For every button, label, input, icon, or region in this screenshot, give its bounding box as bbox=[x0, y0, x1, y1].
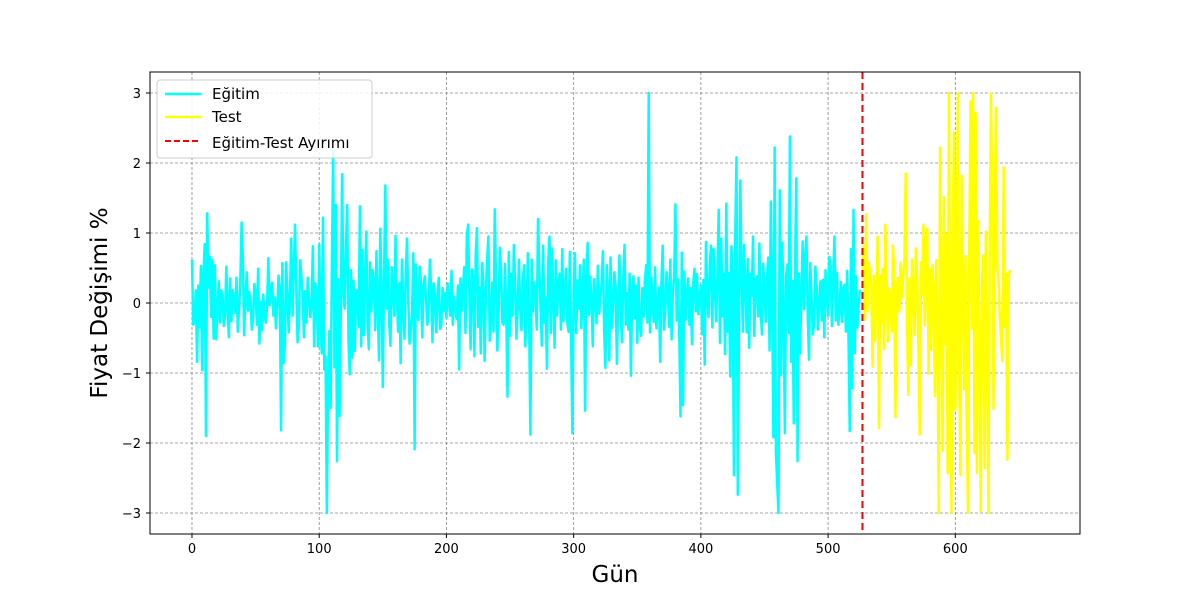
y-tick-label: 1 bbox=[133, 227, 141, 242]
y-tick-label: −1 bbox=[122, 367, 141, 382]
x-tick-label: 0 bbox=[188, 542, 196, 557]
y-tick-label: −3 bbox=[122, 507, 141, 522]
series-line-test bbox=[861, 91, 1012, 515]
axis-ticks: 0 100 200 300 400 500 600 −3 −2 −1 0 1 2 3 bbox=[122, 87, 968, 557]
y-tick-label: 3 bbox=[133, 87, 141, 102]
series-line-egitim bbox=[190, 91, 862, 515]
x-tick-label: 400 bbox=[688, 542, 713, 557]
legend: Eğitim Test Eğitim-Test Ayırımı bbox=[156, 79, 373, 159]
x-tick-label: 100 bbox=[307, 542, 332, 557]
x-tick-label: 200 bbox=[434, 542, 459, 557]
y-tick-label: 2 bbox=[133, 157, 141, 172]
legend-label-split: Eğitim-Test Ayırımı bbox=[212, 134, 350, 152]
legend-frame bbox=[156, 79, 373, 159]
x-axis-title: Gün bbox=[592, 562, 639, 588]
legend-label-egitim: Eğitim bbox=[212, 85, 260, 103]
y-tick-label: 0 bbox=[133, 297, 141, 312]
x-tick-label: 600 bbox=[943, 542, 968, 557]
x-tick-label: 500 bbox=[816, 542, 841, 557]
y-tick-label: −2 bbox=[122, 437, 141, 452]
y-axis-title: Fiyat Değişimi % bbox=[87, 207, 113, 398]
legend-label-test: Test bbox=[211, 108, 242, 126]
series-lines bbox=[190, 91, 1012, 515]
x-tick-label: 300 bbox=[561, 542, 586, 557]
